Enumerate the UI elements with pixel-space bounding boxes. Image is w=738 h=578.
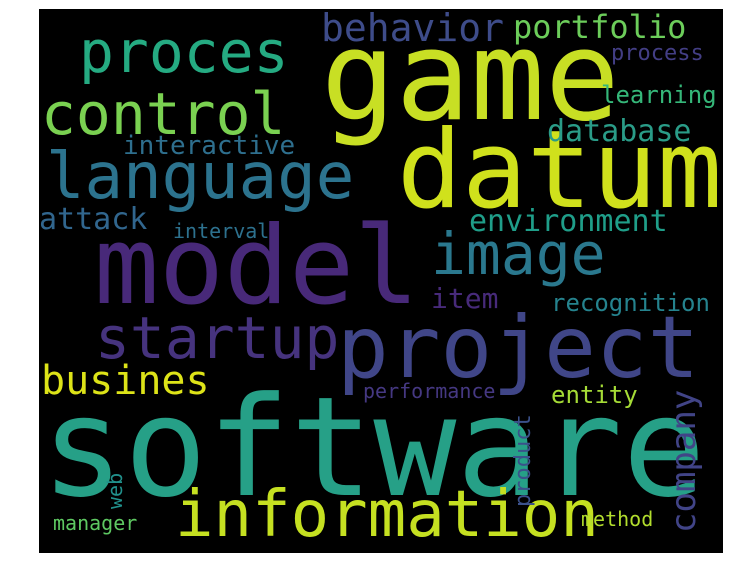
word-attack: attack — [39, 202, 148, 237]
word-cloud: software game datum model project inform… — [39, 9, 723, 553]
word-startup: startup — [95, 304, 340, 372]
word-entity: entity — [551, 381, 638, 409]
word-interactive: interactive — [123, 131, 296, 161]
word-language: language — [46, 140, 355, 214]
word-information: information — [175, 478, 599, 552]
word-method: method — [581, 507, 654, 531]
word-environment: environment — [469, 204, 668, 239]
word-web: web — [103, 472, 127, 509]
word-learning: learning — [601, 81, 717, 109]
word-game: game — [321, 9, 620, 149]
word-item: item — [431, 282, 499, 315]
word-performance: performance — [363, 379, 496, 403]
word-software: software — [41, 367, 706, 528]
word-project: project — [337, 298, 700, 398]
word-image: image — [431, 220, 606, 288]
word-product: product — [511, 414, 536, 507]
word-manager: manager — [53, 511, 138, 535]
word-interval: interval — [173, 219, 270, 243]
word-behavior: behavior — [321, 9, 505, 50]
word-process: process — [611, 41, 704, 66]
word-proces: proces — [79, 18, 289, 86]
word-company: company — [664, 389, 704, 533]
word-portfolio: portfolio — [513, 9, 687, 46]
word-busines: busines — [41, 358, 210, 404]
word-control: control — [41, 80, 286, 148]
word-datum: datum — [397, 108, 723, 233]
word-database: database — [547, 114, 692, 149]
word-model: model — [94, 204, 420, 329]
word-recognition: recognition — [551, 289, 710, 317]
